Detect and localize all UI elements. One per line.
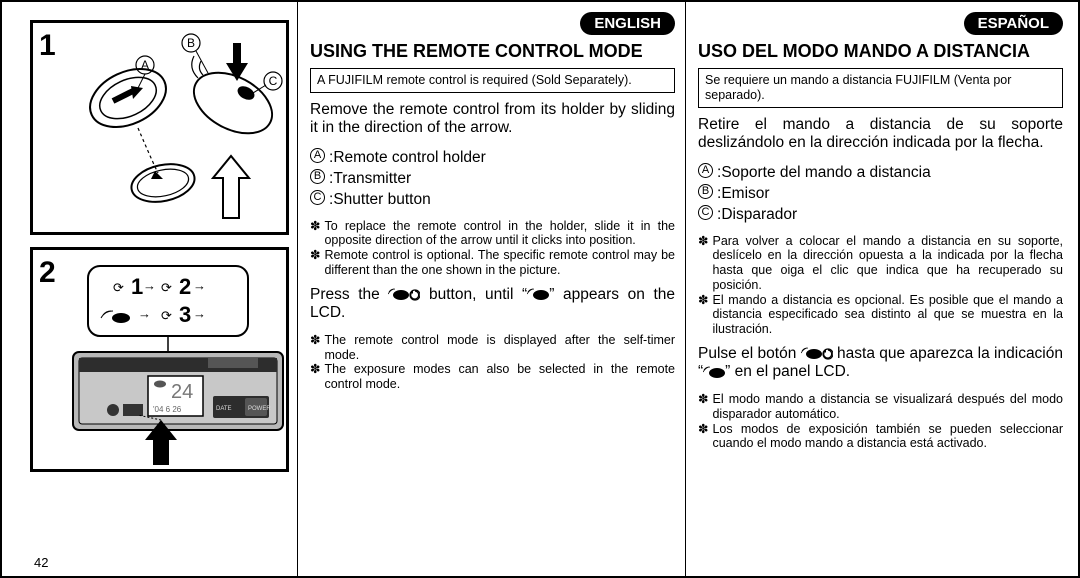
press-en: Press the button, until “” appears on th… — [310, 286, 675, 323]
part-b-en: Transmitter — [333, 169, 411, 190]
intro-en: Remove the remote control from its holde… — [310, 101, 675, 138]
fine2-0-en: The remote control mode is displayed aft… — [324, 333, 675, 363]
fine1-es: ✽Para volver a colocar el mando a distan… — [698, 234, 1063, 337]
svg-text:POWER: POWER — [248, 406, 271, 412]
spanish-column: ESPAÑOL USO DEL MODO MANDO A DISTANCIA S… — [685, 2, 1073, 576]
part-c-es: Disparador — [721, 205, 797, 226]
part-a-en: Remote control holder — [333, 148, 486, 169]
parts-es: A: Soporte del mando a distancia B: Emis… — [698, 163, 1063, 226]
svg-text:DATE: DATE — [216, 406, 232, 412]
svg-text:→: → — [138, 306, 151, 321]
intro-es: Retire el mando a distancia de su soport… — [698, 116, 1063, 153]
svg-text:2: 2 — [179, 274, 191, 299]
svg-text:⟳: ⟳ — [113, 280, 124, 295]
svg-text:⟳: ⟳ — [161, 308, 172, 323]
part-marker-b-es: B — [698, 184, 713, 199]
label-a: A — [141, 58, 149, 72]
part-b-es: Emisor — [721, 184, 769, 205]
svg-text:3: 3 — [179, 302, 191, 327]
svg-text:⟳: ⟳ — [161, 280, 172, 295]
remote-mode-icon-es — [703, 366, 725, 379]
remote-button-icon-es — [801, 347, 833, 360]
label-c: C — [269, 74, 278, 88]
part-a-es: Soporte del mando a distancia — [721, 163, 930, 184]
part-marker-b: B — [310, 169, 325, 184]
svg-text:1: 1 — [131, 274, 143, 299]
remote-mode-icon — [527, 288, 549, 301]
part-marker-c: C — [310, 190, 325, 205]
fine2-es: ✽El modo mando a distancia se visualizar… — [698, 392, 1063, 451]
svg-text:→: → — [193, 278, 206, 293]
remote-illustration: A B C — [73, 33, 293, 228]
fine1-0-en: To replace the remote control in the hol… — [324, 219, 675, 249]
figure-2: 2 ⟳ 1 → ⟳ 2 → → ⟳ 3 → — [30, 247, 289, 472]
lang-pill-english: ENGLISH — [580, 12, 675, 35]
fine2-en: ✽The remote control mode is displayed af… — [310, 333, 675, 392]
fine2-1-es: Los modos de exposición también se puede… — [712, 422, 1063, 452]
english-column: ENGLISH USING THE REMOTE CONTROL MODE A … — [297, 2, 685, 576]
svg-text:24: 24 — [171, 381, 193, 403]
page-number: 42 — [34, 555, 48, 570]
fine1-1-es: El mando a distancia es opcional. Es pos… — [712, 293, 1063, 337]
svg-text:→: → — [143, 278, 156, 293]
label-b: B — [187, 36, 195, 50]
note-en: A FUJIFILM remote control is required (S… — [310, 68, 675, 93]
camera-illustration: ⟳ 1 → ⟳ 2 → → ⟳ 3 → — [53, 260, 298, 470]
figure-1-number: 1 — [39, 29, 56, 63]
figure-1: 1 A B — [30, 20, 289, 235]
title-en: USING THE REMOTE CONTROL MODE — [310, 41, 675, 62]
fine2-1-en: The exposure modes can also be selected … — [324, 362, 675, 392]
title-es: USO DEL MODO MANDO A DISTANCIA — [698, 41, 1063, 62]
part-marker-c-es: C — [698, 205, 713, 220]
manual-page: 1 A B — [0, 0, 1080, 578]
fine1-0-es: Para volver a colocar el mando a distanc… — [712, 234, 1063, 293]
parts-en: A: Remote control holder B: Transmitter … — [310, 148, 675, 211]
part-c-en: Shutter button — [333, 190, 430, 211]
svg-text:'04 6 26: '04 6 26 — [153, 405, 182, 414]
part-marker-a-es: A — [698, 163, 713, 178]
svg-text:→: → — [193, 306, 206, 321]
fine2-0-es: El modo mando a distancia se visualizará… — [712, 392, 1063, 422]
press-es: Pulse el botón hasta que aparezca la ind… — [698, 345, 1063, 382]
remote-button-icon — [388, 288, 420, 301]
fine1-en: ✽To replace the remote control in the ho… — [310, 219, 675, 278]
note-es: Se requiere un mando a distancia FUJIFIL… — [698, 68, 1063, 108]
fine1-1-en: Remote control is optional. The specific… — [324, 248, 675, 278]
lang-pill-spanish: ESPAÑOL — [964, 12, 1063, 35]
part-marker-a: A — [310, 148, 325, 163]
figure-column: 1 A B — [2, 2, 297, 576]
